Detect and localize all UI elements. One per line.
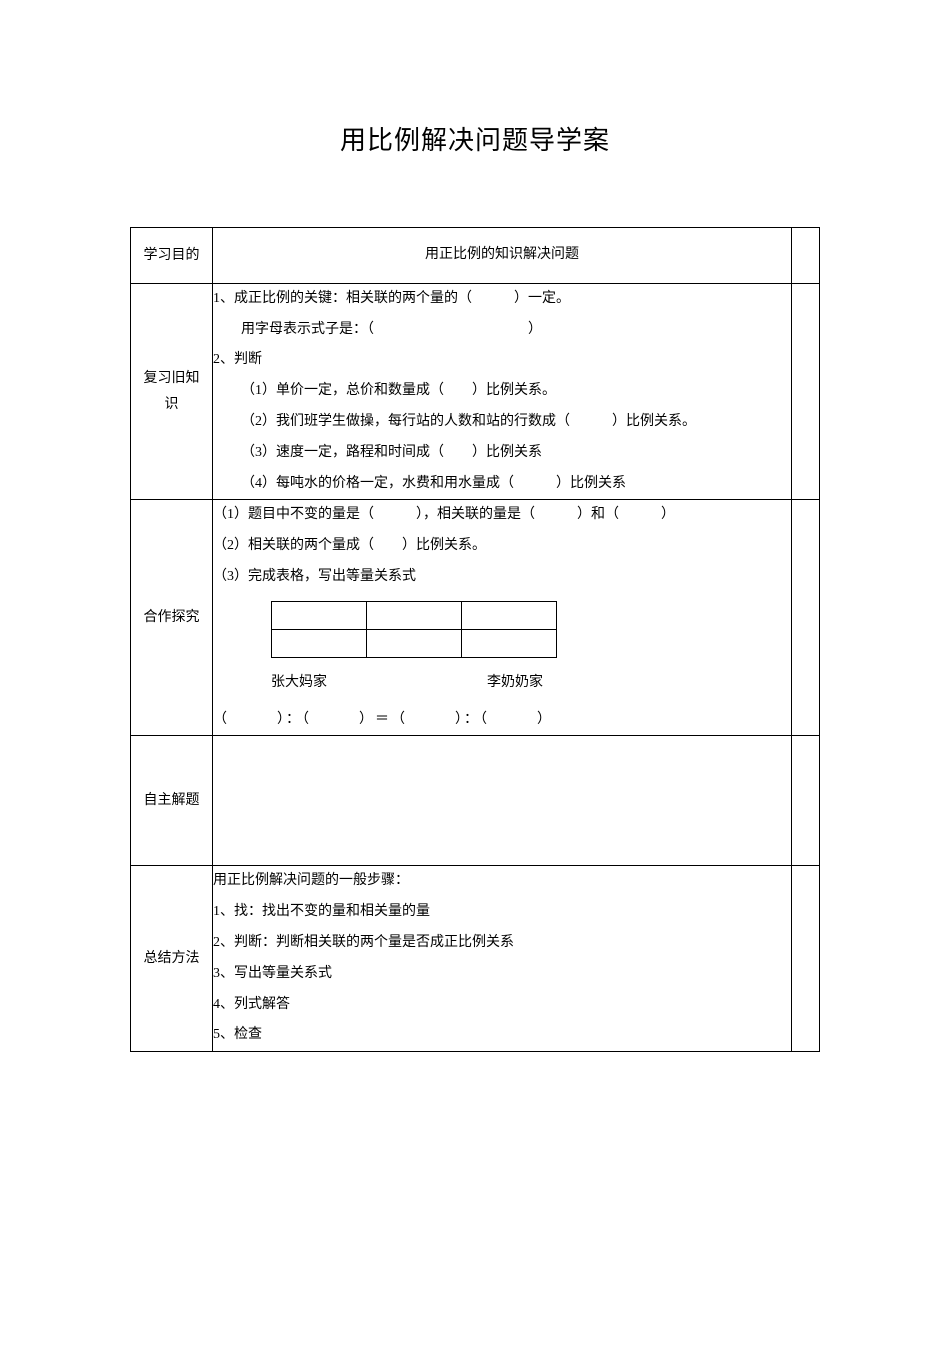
method-line: 3、写出等量关系式 — [213, 959, 791, 990]
row-label-method: 总结方法 — [131, 866, 213, 1052]
explore-line: （2）相关联的两个量成（ ）比例关系。 — [213, 531, 791, 562]
inner-table-group — [271, 601, 557, 658]
table-row-explore: 合作探究 （1）题目中不变的量是（ ），相关联的量是（ ）和（ ） （2）相关联… — [131, 500, 820, 736]
row-extra-objective — [792, 228, 820, 284]
equation-line: （ ）：（ ）＝（ ）：（ ） — [213, 705, 791, 736]
page-title: 用比例解决问题导学案 — [130, 120, 820, 157]
row-extra-review — [792, 283, 820, 500]
inner-cell — [462, 601, 557, 629]
explore-line: （3）完成表格，写出等量关系式 — [213, 562, 791, 593]
row-extra-method — [792, 866, 820, 1052]
person-label-row: 张大妈家 李奶奶家 — [271, 668, 791, 699]
row-content-method: 用正比例解决问题的一般步骤： 1、找：找出不变的量和相关量的量 2、判断：判断相… — [213, 866, 792, 1052]
method-line: 2、判断：判断相关联的两个量是否成正比例关系 — [213, 928, 791, 959]
table-row-selfsolve: 自主解题 — [131, 736, 820, 866]
label-line: 识 — [165, 397, 179, 412]
method-line: 1、找：找出不变的量和相关量的量 — [213, 897, 791, 928]
review-line: （4）每吨水的价格一定，水费和用水量成（ ）比例关系 — [213, 469, 791, 500]
label-line: 复习旧知 — [144, 371, 200, 386]
worksheet-table: 学习目的 用正比例的知识解决问题 复习旧知 识 1、成正比例的关键：相关联的两个… — [130, 227, 820, 1052]
row-label-selfsolve: 自主解题 — [131, 736, 213, 866]
review-line: （3）速度一定，路程和时间成（ ）比例关系 — [213, 438, 791, 469]
review-line: （2）我们班学生做操，每行站的人数和站的行数成（ ）比例关系。 — [213, 407, 791, 438]
row-label-review: 复习旧知 识 — [131, 283, 213, 500]
row-content-selfsolve — [213, 736, 792, 866]
review-line: 1、成正比例的关键：相关联的两个量的（ ）一定。 — [213, 284, 791, 315]
inner-tables-container — [271, 601, 791, 658]
explore-line: （1）题目中不变的量是（ ），相关联的量是（ ）和（ ） — [213, 500, 791, 531]
inner-table-1 — [271, 601, 557, 658]
row-content-explore: （1）题目中不变的量是（ ），相关联的量是（ ）和（ ） （2）相关联的两个量成… — [213, 500, 792, 736]
inner-cell — [272, 601, 367, 629]
review-line: 用字母表示式子是：（ ） — [213, 315, 791, 346]
inner-cell — [272, 629, 367, 657]
row-label-objective: 学习目的 — [131, 228, 213, 284]
review-line: （1）单价一定，总价和数量成（ ）比例关系。 — [213, 376, 791, 407]
method-line: 5、检查 — [213, 1020, 791, 1051]
row-content-objective: 用正比例的知识解决问题 — [213, 228, 792, 284]
inner-cell — [367, 601, 462, 629]
method-line: 4、列式解答 — [213, 990, 791, 1021]
inner-cell — [367, 629, 462, 657]
table-row-review: 复习旧知 识 1、成正比例的关键：相关联的两个量的（ ）一定。 用字母表示式子是… — [131, 283, 820, 500]
review-line: 2、判断 — [213, 345, 791, 376]
row-extra-selfsolve — [792, 736, 820, 866]
table-row-objective: 学习目的 用正比例的知识解决问题 — [131, 228, 820, 284]
row-label-explore: 合作探究 — [131, 500, 213, 736]
person-label-2: 李奶奶家 — [487, 668, 543, 699]
row-extra-explore — [792, 500, 820, 736]
table-row-method: 总结方法 用正比例解决问题的一般步骤： 1、找：找出不变的量和相关量的量 2、判… — [131, 866, 820, 1052]
method-line: 用正比例解决问题的一般步骤： — [213, 866, 791, 897]
inner-cell — [462, 629, 557, 657]
person-label-1: 张大妈家 — [271, 668, 327, 699]
row-content-review: 1、成正比例的关键：相关联的两个量的（ ）一定。 用字母表示式子是：（ ） 2、… — [213, 283, 792, 500]
